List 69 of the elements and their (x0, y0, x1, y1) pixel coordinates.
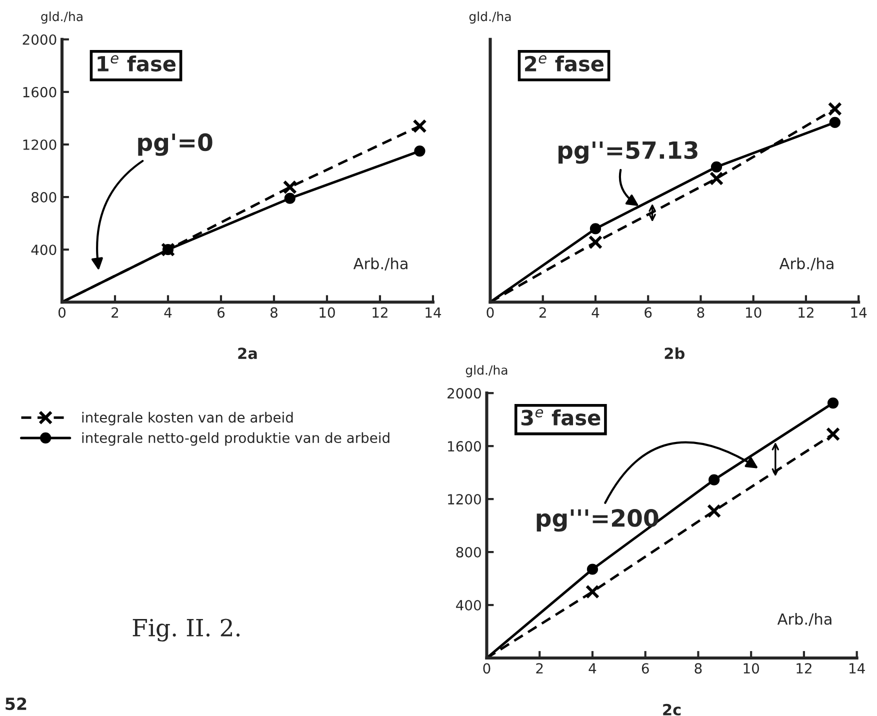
text: Fig. II. 2. (132, 618, 240, 642)
x-tick-label: 2 (536, 663, 543, 674)
chart-title: 2$^{e}$ fase (525, 55, 604, 72)
x-tick-label: 14 (426, 307, 442, 318)
point (585, 584, 600, 599)
point (284, 192, 296, 204)
annotation: pg'=0 (138, 133, 212, 156)
y-axis-title: gld./ha (469, 12, 511, 24)
point (710, 161, 722, 172)
text: 52 (6, 697, 26, 710)
x-tick-label: 2 (112, 307, 118, 318)
point (588, 235, 603, 250)
x-tick-label: 0 (58, 307, 66, 318)
x-tick-label: 2 (539, 307, 546, 318)
y-tick-label: 1600 (448, 441, 481, 452)
text: 2c (663, 704, 681, 716)
y-tick-label: 1600 (23, 86, 56, 98)
x-tick-label: 12 (372, 307, 388, 318)
x-tick-label: 10 (746, 307, 762, 318)
x-axis-title: Arb./ha (777, 612, 832, 626)
x-tick-label: 6 (642, 663, 649, 674)
x-tick-label: 8 (697, 307, 704, 318)
x-axis-title: Arb./ha (353, 257, 408, 271)
point (708, 474, 720, 486)
point (412, 119, 427, 134)
point (827, 397, 839, 409)
point (709, 171, 724, 186)
text: 2b (664, 347, 685, 360)
y-axis-title: gld./ha (466, 365, 508, 378)
point (586, 564, 598, 575)
x-tick-label: 10 (320, 307, 335, 318)
x-tick-label: 6 (644, 307, 652, 318)
y-axis-title: gld./ha (41, 12, 82, 24)
x-tick-label: 8 (270, 307, 278, 318)
point (282, 180, 297, 194)
y-tick-label: 2000 (448, 388, 481, 399)
x-tick-label: 4 (164, 307, 172, 318)
point (829, 116, 840, 128)
text: 2a (238, 348, 257, 360)
y-tick-label: 1200 (448, 494, 481, 505)
y-tick-label: 800 (456, 547, 481, 558)
text: 1$^{e}$ fase (98, 55, 176, 72)
x-tick-label: 10 (744, 663, 759, 674)
point (414, 146, 426, 157)
x-tick-label: 0 (486, 307, 494, 318)
y-tick-label: 800 (32, 192, 56, 203)
x-tick-label: 14 (850, 663, 865, 674)
annotation: pg''=57.13 (558, 141, 698, 164)
x-tick-label: 8 (694, 663, 702, 674)
annotation: pg'''=200 (536, 509, 658, 532)
y-tick-label: 400 (31, 244, 56, 256)
x-tick-label: 4 (588, 663, 596, 674)
legend-label: integrale netto-geld produktie van de arbeid (82, 432, 390, 446)
x-tick-label: 4 (592, 307, 600, 318)
text: 3$^{e}$ fase (521, 409, 600, 426)
x-tick-label: 0 (483, 663, 490, 674)
x-tick-label: 6 (218, 307, 225, 318)
y-tick-label: 1200 (23, 139, 56, 150)
point (590, 223, 602, 234)
x-tick-label: 12 (796, 663, 812, 674)
y-tick-label: 400 (456, 600, 481, 610)
point (826, 427, 840, 442)
point (828, 102, 842, 116)
x-tick-label: 14 (851, 307, 867, 318)
point (706, 504, 722, 518)
x-tick-label: 12 (798, 307, 814, 318)
legend-label: integrale kosten van de arbeid (82, 412, 293, 426)
y-tick-label: 2000 (22, 34, 56, 45)
x-axis-title: Arb./ha (779, 257, 834, 271)
